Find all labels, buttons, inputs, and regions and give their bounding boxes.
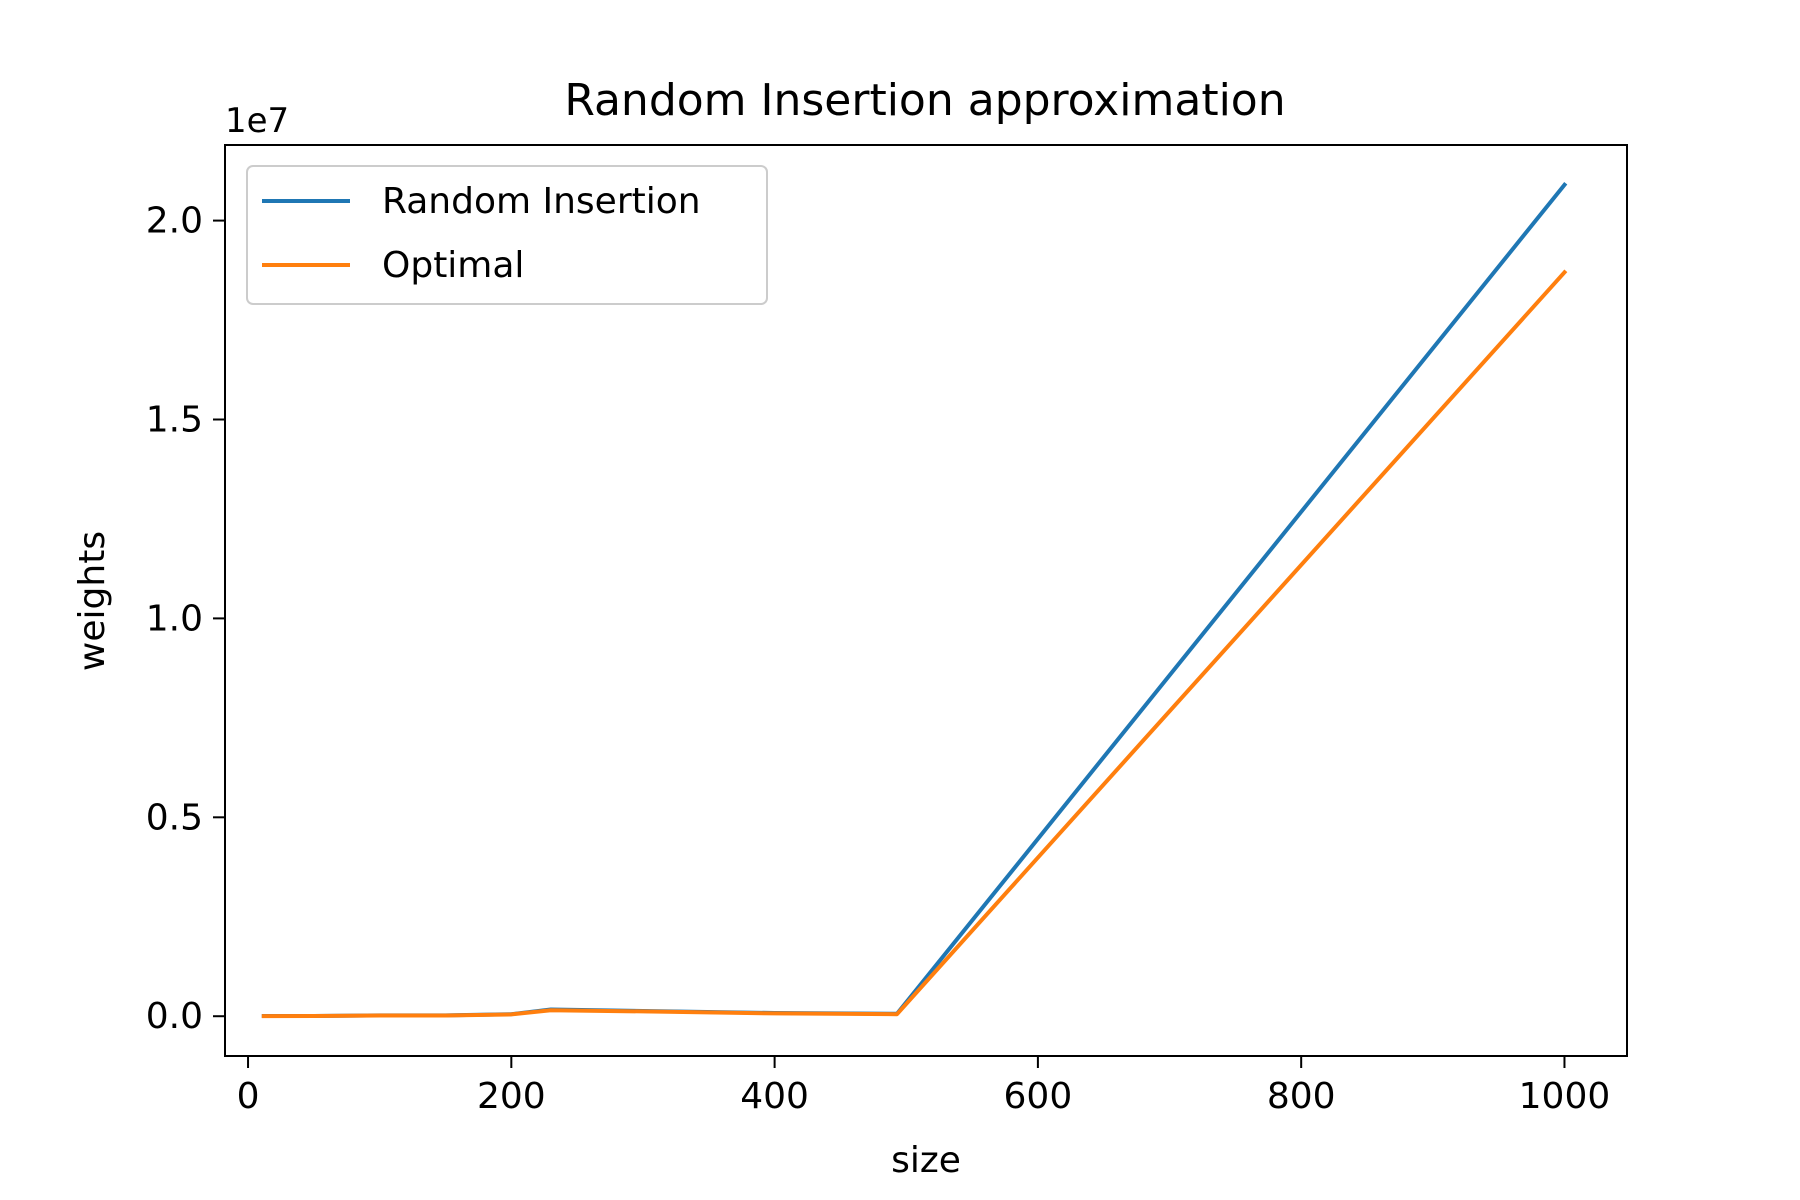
legend-box [246, 165, 768, 305]
y-tick-label: 1.0 [146, 598, 203, 639]
y-tick-label: 0.0 [146, 996, 203, 1037]
series-line-optimal [261, 269, 1568, 1019]
legend-label-optimal: Optimal [382, 245, 524, 286]
x-tick-label: 800 [1267, 1076, 1336, 1117]
y-tick-label: 2.0 [146, 201, 203, 242]
y-offset-label: 1e7 [225, 101, 289, 141]
legend-label-random-insertion: Random Insertion [382, 181, 701, 222]
series-lines [261, 181, 1568, 1019]
x-axis-label: size [891, 1140, 961, 1181]
x-tick-label: 200 [477, 1076, 546, 1117]
chart-title: Random Insertion approximation [564, 75, 1285, 126]
y-axis: 0.0 0.5 1.0 1.5 2.0 [146, 201, 225, 1037]
x-axis: 0 200 400 600 800 1000 [237, 1056, 1611, 1117]
y-axis-label: weights [72, 531, 113, 671]
legend: Random Insertion Optimal [246, 165, 768, 305]
x-tick-label: 400 [740, 1076, 809, 1117]
x-tick-label: 1000 [1519, 1076, 1611, 1117]
y-tick-label: 1.5 [146, 399, 203, 440]
x-tick-label: 600 [1004, 1076, 1073, 1117]
plot-frame [224, 144, 1628, 1057]
x-tick-label: 0 [237, 1076, 260, 1117]
y-tick-label: 0.5 [146, 797, 203, 838]
